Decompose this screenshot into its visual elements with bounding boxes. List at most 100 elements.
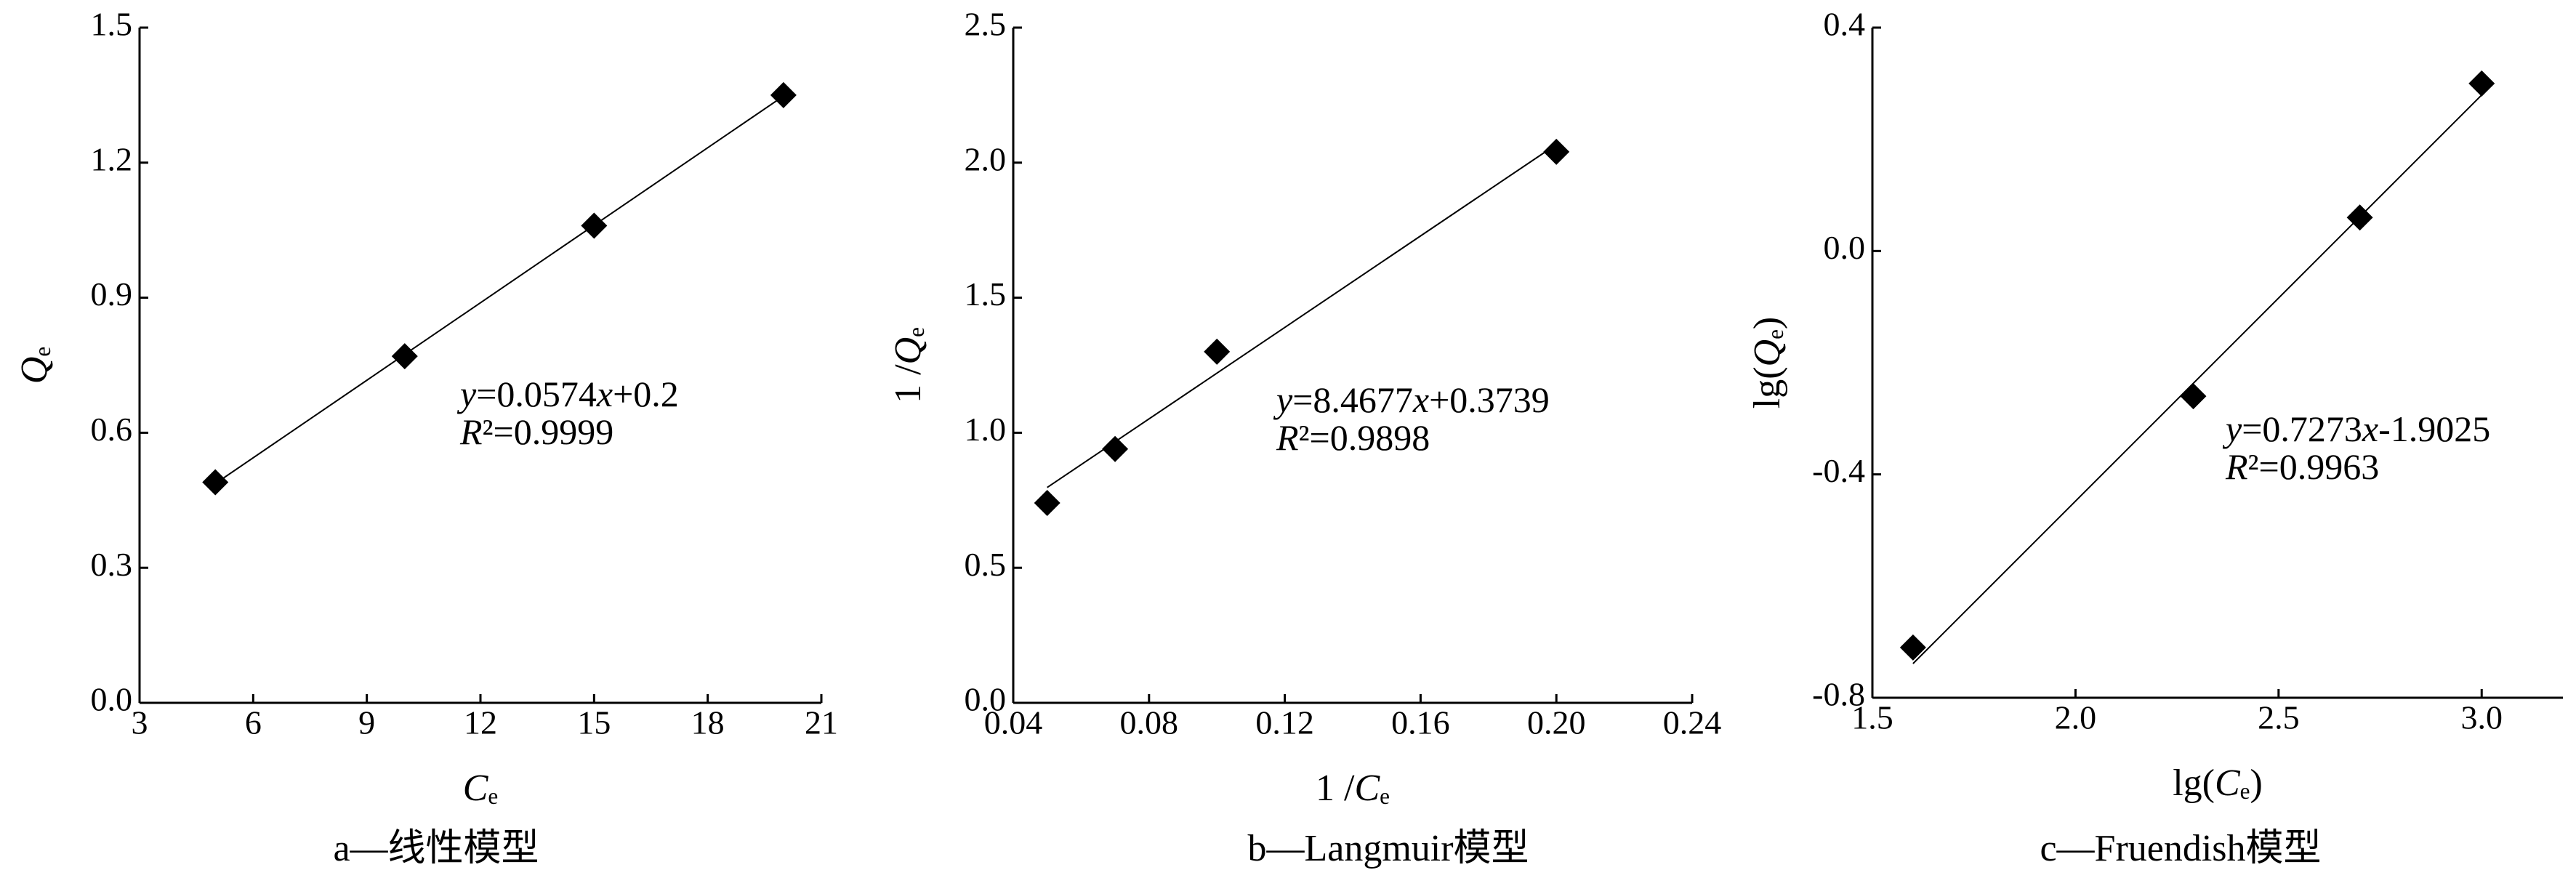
caption: b—Langmuir模型 [1247, 828, 1529, 869]
equation-part: y [2222, 408, 2242, 449]
x-tick-label: 21 [805, 704, 838, 741]
y-tick-label: 0.0 [91, 681, 133, 718]
equation: y=0.7273x-1.9025 [2222, 408, 2490, 449]
x-axis-label-part: C [463, 768, 489, 809]
y-axis-label-part: Q [14, 357, 55, 384]
marker [1543, 138, 1570, 165]
x-axis-label-part: e [1380, 784, 1390, 809]
y-axis-label-part: Q [887, 337, 929, 365]
x-axis-label-part: 1 / [1316, 768, 1355, 809]
y-tick-label: 0.0 [1824, 229, 1866, 266]
y-axis-label-part: 1 / [887, 364, 929, 403]
marker [1102, 435, 1129, 462]
y-axis-label-part: e [1763, 329, 1788, 339]
r-squared: R²=0.9898 [1276, 417, 1430, 458]
equation-part: x [1412, 379, 1429, 420]
x-tick-label: 18 [691, 704, 725, 741]
equation: y=8.4677x+0.3739 [1273, 379, 1550, 420]
marker [391, 343, 418, 370]
equation-part: x [2362, 408, 2378, 449]
marker [2180, 383, 2207, 410]
x-axis-label: lg(Ce) [2173, 762, 2263, 804]
caption: c—Fruendish模型 [2040, 828, 2321, 869]
x-axis-label-part: lg( [2173, 762, 2215, 804]
x-axis-label-part: C [2215, 762, 2241, 804]
r-squared-part: ²=0.9999 [483, 411, 614, 452]
x-tick-label: 0.04 [984, 704, 1043, 741]
fit-line [214, 95, 784, 485]
x-tick-label: 3 [132, 704, 148, 741]
x-tick-label: 1.5 [1851, 699, 1893, 736]
r-squared: R²=0.9999 [459, 411, 613, 452]
equation: y=0.0574x+0.2 [456, 374, 679, 414]
x-tick-label: 12 [464, 704, 497, 741]
r-squared-part: R [459, 411, 483, 452]
y-axis-label-part: e [30, 347, 55, 357]
y-tick-label: -0.8 [1812, 676, 1865, 713]
equation-part: +0.3739 [1429, 379, 1550, 420]
y-tick-label: 1.5 [91, 6, 133, 43]
equation-part: x [596, 374, 613, 414]
fit-line [1912, 94, 2482, 664]
x-tick-label: 6 [245, 704, 262, 741]
marker [770, 81, 797, 108]
r-squared-part: ²=0.9898 [1299, 417, 1430, 458]
y-tick-label: 0.5 [965, 546, 1007, 583]
x-tick-label: 9 [358, 704, 375, 741]
marker [1899, 634, 1926, 661]
y-tick-label: 2.5 [965, 6, 1007, 43]
r-squared: R²=0.9963 [2225, 446, 2379, 487]
y-axis-label: Qe [14, 347, 55, 384]
marker [1204, 338, 1231, 365]
x-tick-label: 0.08 [1120, 704, 1179, 741]
y-tick-label: 0.0 [965, 681, 1007, 718]
x-tick-label: 0.12 [1255, 704, 1314, 741]
equation-part: y [1273, 379, 1293, 420]
equation-part: =0.0574 [476, 374, 597, 414]
x-tick-label: 2.5 [2258, 699, 2300, 736]
marker [202, 469, 229, 496]
y-tick-label: 0.4 [1824, 6, 1866, 43]
y-tick-label: -0.4 [1812, 452, 1865, 489]
x-axis-label: Ce [463, 768, 499, 809]
fit-line [1047, 143, 1557, 488]
marker [581, 212, 608, 239]
marker [2346, 204, 2373, 231]
marker [2468, 70, 2495, 97]
equation-part: -1.9025 [2378, 408, 2490, 449]
y-axis-label-part: ) [1747, 317, 1788, 329]
x-axis-label-part: e [488, 784, 498, 809]
x-axis-label-part: e [2240, 778, 2250, 804]
caption: a—线性模型 [333, 828, 539, 869]
x-tick-label: 15 [577, 704, 611, 741]
y-tick-label: 0.3 [91, 546, 133, 583]
equation-part: =0.7273 [2242, 408, 2362, 449]
y-axis-label: lg(Qe) [1747, 317, 1788, 409]
x-tick-label: 0.16 [1391, 704, 1450, 741]
y-tick-label: 1.0 [965, 411, 1007, 448]
equation-part: =8.4677 [1292, 379, 1413, 420]
y-axis-label-part: Q [1747, 339, 1788, 367]
x-tick-label: 0.20 [1527, 704, 1586, 741]
y-tick-label: 1.5 [965, 275, 1007, 313]
r-squared-part: ²=0.9963 [2248, 446, 2380, 487]
x-axis-label-part: ) [2250, 762, 2262, 804]
equation-part: +0.2 [613, 374, 679, 414]
y-tick-label: 2.0 [965, 140, 1007, 177]
x-axis-label: 1 /Ce [1316, 768, 1390, 809]
y-axis-label: 1 /Qe [887, 327, 929, 403]
x-axis-label-part: C [1354, 768, 1380, 809]
y-axis-label-part: e [903, 327, 929, 337]
r-squared-part: R [1276, 417, 1299, 458]
x-tick-label: 0.24 [1663, 704, 1722, 741]
y-axis-label-part: lg( [1747, 366, 1788, 408]
equation-part: y [456, 374, 477, 414]
y-tick-label: 1.2 [91, 140, 133, 177]
x-tick-label: 2.0 [2055, 699, 2097, 736]
marker [1034, 490, 1060, 517]
y-tick-label: 0.6 [91, 411, 133, 448]
r-squared-part: R [2225, 446, 2248, 487]
y-tick-label: 0.9 [91, 275, 133, 313]
